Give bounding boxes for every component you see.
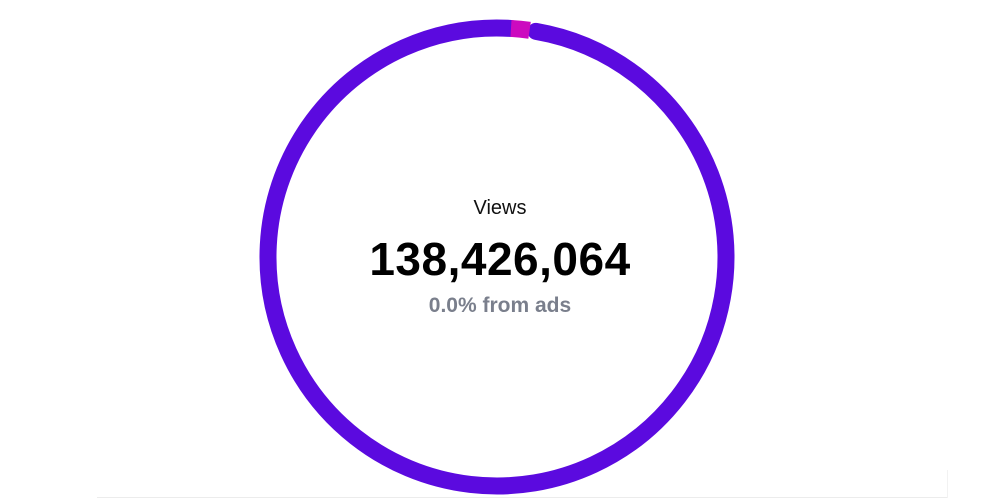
chart-title: Views	[473, 197, 527, 219]
card-border-right	[947, 470, 948, 498]
ads-share-subtitle: 0.0% from ads	[428, 294, 572, 317]
total-views-value: 138,426,064	[369, 233, 631, 285]
card-border-bottom	[97, 497, 947, 498]
donut-segment-ads	[510, 19, 531, 39]
donut-segment-organic	[259, 19, 735, 495]
